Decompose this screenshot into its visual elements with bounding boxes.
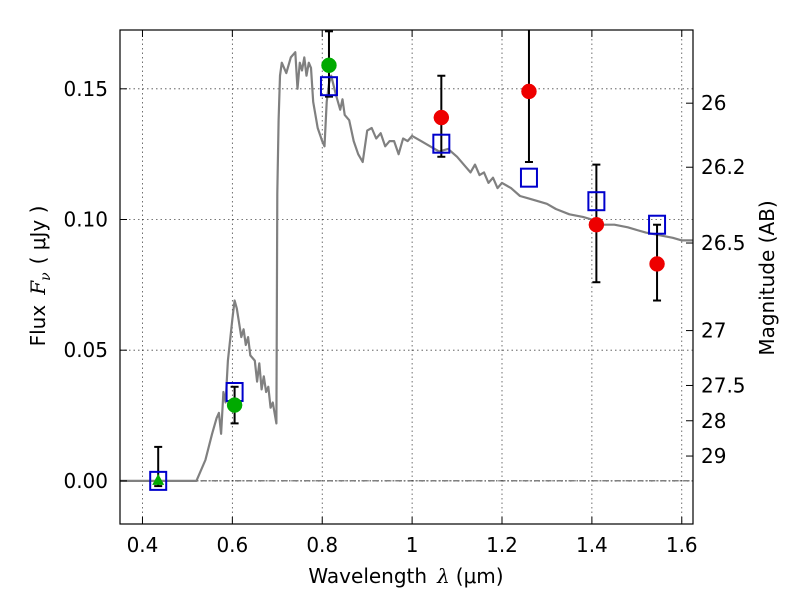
x-tick-label: 0.6 (216, 533, 248, 557)
magnitude-tick-label: 26.2 (701, 155, 746, 179)
red-detection-marker (649, 256, 665, 272)
model-box-marker (149, 470, 168, 491)
y-tick-label: 0.10 (63, 207, 108, 231)
grid (120, 30, 693, 524)
x-tick-label: 1.6 (666, 533, 698, 557)
plot-frame (119, 29, 694, 525)
green-triangle-marker (152, 473, 165, 485)
model-box-marker (432, 133, 451, 154)
magnitude-tick-label: 29 (701, 444, 726, 468)
y-axis-title-subscript: ν (38, 272, 54, 281)
x-tick-label: 0.4 (127, 533, 159, 557)
model-spectrum-curve (120, 51, 693, 482)
magnitude-axis-title: Magnitude (AB) (755, 200, 779, 355)
y-tick-label: 0.00 (63, 469, 108, 493)
ticks (120, 30, 693, 524)
tick-labels: 0.4 0.6 0.8 1 1.2 1.4 1.6 0.00 0.05 0.10 0.15 26 26.… (63, 77, 745, 557)
green-detection-marker (321, 57, 337, 74)
error-bars-layer (154, 30, 662, 488)
y-axis-title-unit: ( μJy ) (26, 206, 50, 265)
red-detection-marker (433, 109, 450, 126)
model-box-marker (648, 214, 667, 235)
y-tick-label: 0.05 (63, 338, 108, 362)
model-spectrum-layer (120, 51, 693, 482)
x-axis-title-unit: (μm) (456, 564, 504, 588)
magnitude-tick-label: 26.5 (701, 231, 746, 255)
green-detection-marker (226, 397, 243, 413)
magnitude-tick-label: 27 (701, 319, 726, 343)
x-tick-label: 1.2 (486, 533, 518, 557)
y-tick-label: 0.15 (63, 77, 108, 101)
markers-layer (149, 57, 667, 491)
y-axis-title-symbol: F (26, 280, 50, 296)
x-tick-label: 0.8 (306, 533, 338, 557)
x-tick-label: 1 (406, 533, 419, 557)
magnitude-tick-label: 28 (701, 409, 726, 433)
y-axis-title-text: Flux (26, 305, 50, 347)
magnitude-tick-label: 27.5 (701, 373, 746, 397)
red-detection-marker (521, 83, 537, 100)
model-box-marker (519, 167, 538, 188)
red-detection-marker (588, 216, 605, 233)
x-tick-label: 1.4 (576, 533, 608, 557)
x-axis-title-symbol: λ (436, 564, 450, 588)
model-box-marker (587, 191, 606, 212)
y-axis-title: Flux Fν ( μJy ) (26, 206, 54, 347)
magnitude-tick-label: 26 (701, 91, 726, 115)
x-axis-title-text: Wavelength (308, 564, 427, 588)
model-box-marker (319, 76, 338, 97)
x-axis-title: Wavelength λ (μm) (308, 564, 503, 588)
